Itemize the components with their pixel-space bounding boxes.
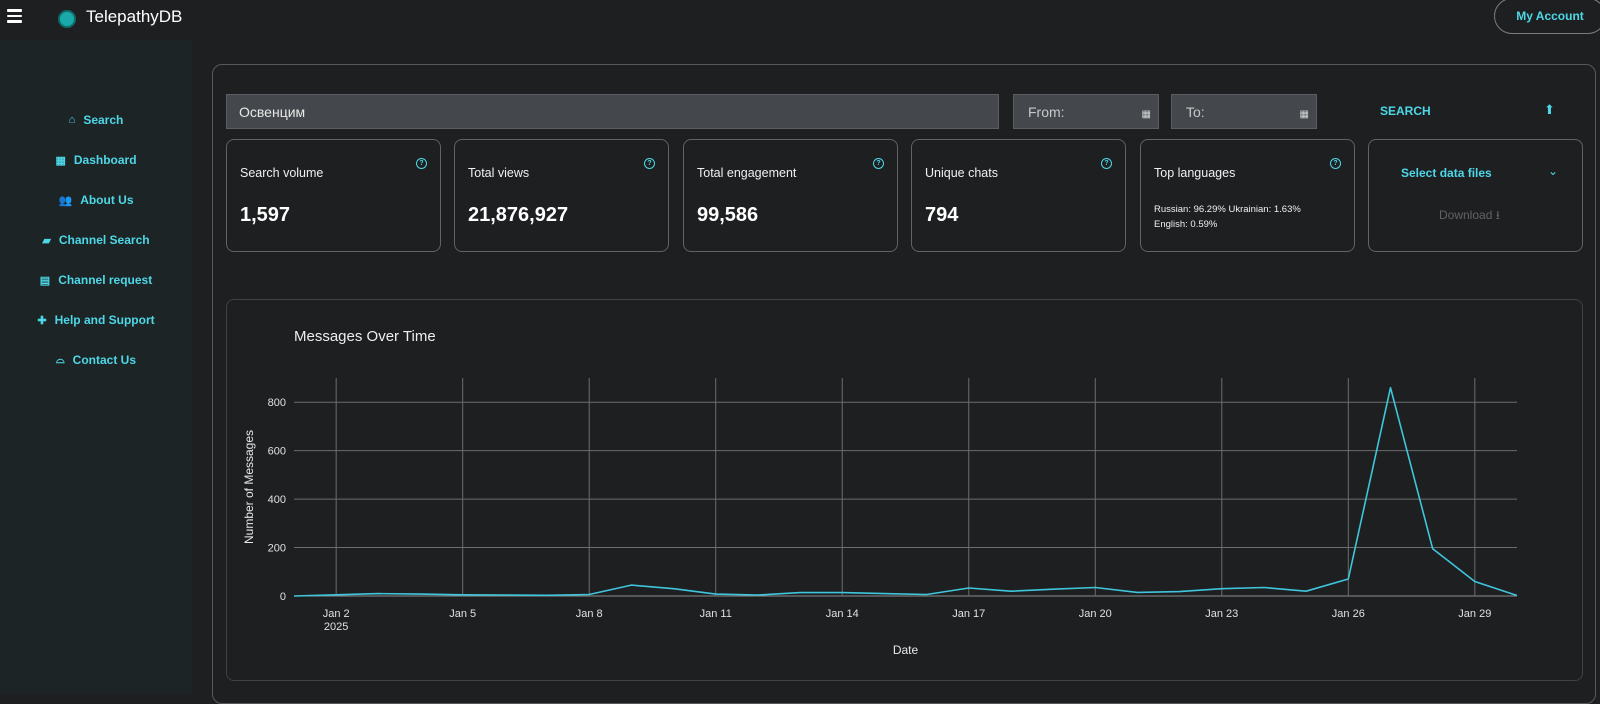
x-axis-label: Date — [893, 643, 919, 657]
x-tick-label: Jan 2 — [323, 608, 350, 620]
top-bar: TelepathyDB My Account — [0, 0, 1600, 40]
app-title: TelepathyDB — [86, 7, 183, 26]
messages-over-time-chart: Messages Over Time 0 200 400 600 800 Jan 22025… — [242, 328, 1518, 657]
stat-label: Total engagement — [697, 166, 797, 180]
help-icon[interactable]: ? — [873, 158, 884, 169]
stat-value: 21,876,927 — [468, 204, 569, 226]
sidebar-item-label: Channel Search — [58, 233, 150, 247]
form-icon: ▤ — [39, 274, 51, 287]
from-date-input[interactable]: From: ▦ — [1013, 94, 1159, 129]
x-tick-label: Jan 20 — [1079, 608, 1112, 620]
y-axis-label: Number of Messages — [242, 430, 256, 544]
sidebar-item-channel-search[interactable]: ▰ Channel Search — [0, 231, 192, 249]
stat-label: Unique chats — [925, 166, 998, 180]
y-tick-label: 0 — [280, 591, 286, 603]
x-tick-label: Jan 23 — [1205, 608, 1238, 620]
data-files-card: Select data files ⌄ Download ⭳ — [1368, 139, 1583, 252]
stat-value: 1,597 — [240, 204, 291, 226]
sidebar-item-help-and-support[interactable]: ✚ Help and Support — [0, 311, 192, 329]
stat-card-total-views: Total views ? 21,876,927 — [454, 139, 669, 252]
download-icon: ⭳ — [1495, 208, 1500, 222]
x-tick-label: Jan 29 — [1458, 608, 1491, 620]
sidebar-item-label: Channel request — [58, 273, 153, 287]
inbox-icon: ⌓ — [55, 353, 65, 366]
calendar-icon[interactable]: ▦ — [1141, 109, 1151, 120]
sidebar-item-label: About Us — [80, 193, 134, 207]
app-logo — [58, 10, 76, 28]
sidebar-item-label: Search — [83, 113, 124, 127]
sidebar-item-channel-request[interactable]: ▤ Channel request — [0, 271, 192, 289]
x-tick-label: Jan 17 — [952, 608, 985, 620]
x-tick-label: Jan 11 — [700, 608, 732, 620]
book-icon: ▰ — [42, 234, 51, 247]
search-input[interactable]: Освенцим — [226, 94, 999, 129]
medkit-icon: ✚ — [37, 314, 47, 327]
stat-card-top-languages: Top languages ? Russian: 96.29% Ukrainia… — [1140, 139, 1355, 252]
help-icon[interactable]: ? — [1101, 158, 1112, 169]
sidebar-item-label: Dashboard — [73, 153, 137, 167]
help-icon[interactable]: ? — [416, 158, 427, 169]
sidebar-item-contact-us[interactable]: ⌓ Contact Us — [0, 351, 192, 369]
select-data-files-dropdown[interactable]: Select data files — [1401, 166, 1492, 180]
x-tick-label: Jan 5 — [449, 608, 476, 620]
home-icon: ⌂ — [68, 114, 76, 126]
sidebar-item-label: Contact Us — [72, 353, 137, 367]
search-button[interactable]: SEARCH — [1380, 104, 1431, 118]
x-tick-label: Jan 8 — [576, 608, 603, 620]
chart-title: Messages Over Time — [294, 328, 436, 345]
table-icon: ▦ — [55, 154, 66, 167]
my-account-button[interactable]: My Account — [1494, 0, 1600, 34]
stat-label: Search volume — [240, 166, 324, 180]
users-icon: 👥 — [58, 194, 73, 207]
y-tick-label: 200 — [268, 543, 286, 555]
stat-value: 794 — [925, 204, 959, 226]
to-date-input[interactable]: To: ▦ — [1171, 94, 1317, 129]
sidebar-item-about-us[interactable]: 👥 About Us — [0, 191, 192, 209]
hamburger-menu-icon[interactable] — [7, 9, 22, 23]
stat-label: Top languages — [1154, 166, 1236, 180]
stat-card-total-engagement: Total engagement ? 99,586 — [683, 139, 898, 252]
help-icon[interactable]: ? — [1330, 158, 1341, 169]
y-tick-label: 800 — [268, 397, 286, 409]
stat-label: Total views — [468, 166, 530, 180]
upload-icon[interactable]: ⬆ — [1544, 102, 1555, 117]
stat-card-unique-chats: Unique chats ? 794 — [911, 139, 1126, 252]
top-languages-list: Russian: 96.29% Ukrainian: 1.63% English… — [1154, 204, 1301, 230]
series-line-0 — [293, 386, 1518, 597]
download-button[interactable]: Download ⭳ — [1439, 206, 1500, 227]
download-label: Download — [1439, 208, 1493, 222]
calendar-icon[interactable]: ▦ — [1299, 109, 1309, 120]
sidebar: ⌂ Search ▦ Dashboard 👥 About Us ▰ Channe… — [0, 40, 192, 694]
x-tick-label: Jan 14 — [826, 608, 859, 620]
help-icon[interactable]: ? — [644, 158, 655, 169]
y-tick-label: 400 — [268, 494, 286, 506]
chevron-down-icon[interactable]: ⌄ — [1547, 164, 1558, 178]
chart-panel: Messages Over Time 0 200 400 600 800 Jan 2 2025… — [226, 299, 1583, 681]
y-tick-label: 600 — [268, 446, 286, 458]
x-tick-sublabel: 2025 — [324, 621, 348, 633]
sidebar-item-search[interactable]: ⌂ Search — [0, 111, 192, 129]
stat-value: 99,586 — [697, 204, 759, 226]
x-tick-label: Jan 26 — [1332, 608, 1365, 620]
stat-card-search-volume: Search volume ? 1,597 — [226, 139, 441, 252]
sidebar-item-dashboard[interactable]: ▦ Dashboard — [0, 151, 192, 169]
from-date-placeholder: From: — [1028, 103, 1065, 120]
sidebar-item-label: Help and Support — [54, 313, 155, 327]
to-date-placeholder: To: — [1186, 103, 1205, 120]
